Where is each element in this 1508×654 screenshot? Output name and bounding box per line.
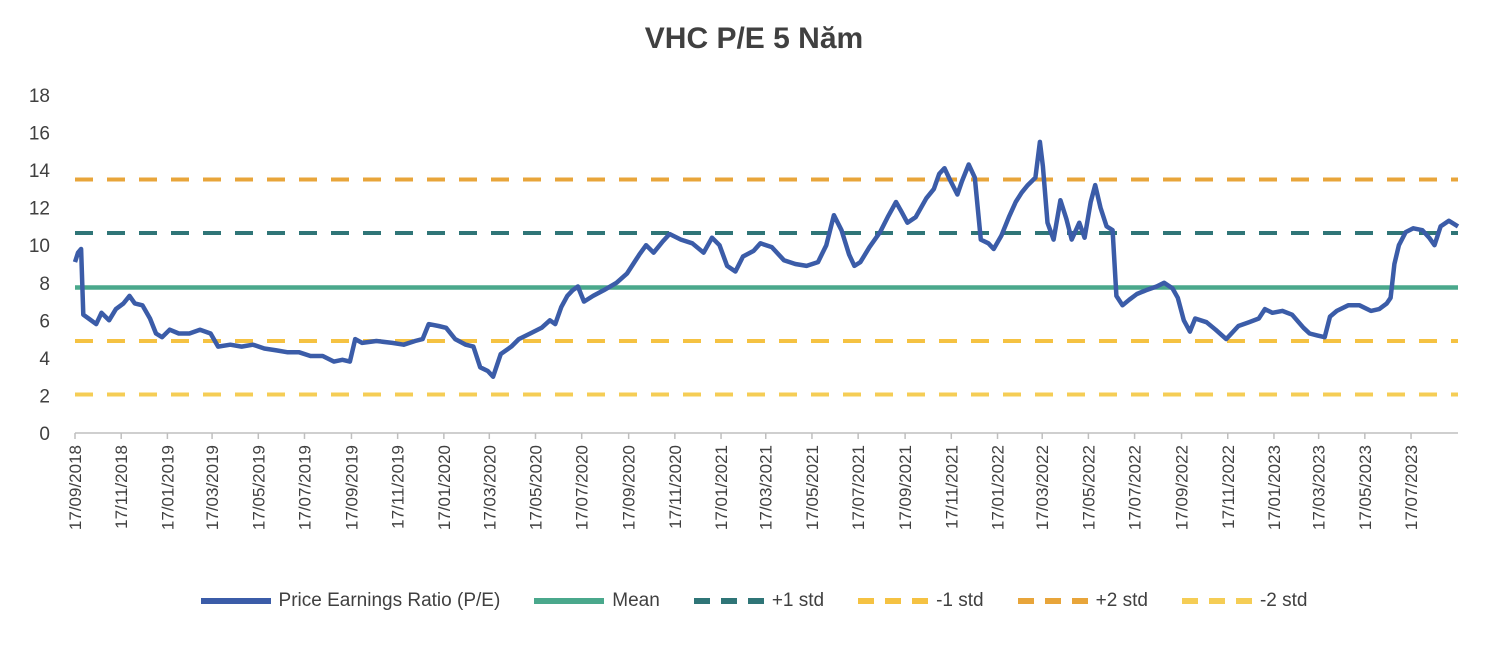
y-tick-label: 16 bbox=[29, 124, 50, 145]
x-axis: 17/09/2018 17/11/2018 17/01/2019 17/03/2019… bbox=[66, 432, 1458, 530]
legend-swatch bbox=[1017, 598, 1088, 604]
x-tick-label: 17/11/2021 bbox=[942, 445, 961, 529]
x-tick-label: 17/03/2022 bbox=[1033, 445, 1052, 530]
legend-label: -1 std bbox=[936, 590, 984, 611]
x-tick-label: 17/07/2020 bbox=[573, 445, 592, 530]
legend-item: Price Earnings Ratio (P/E) bbox=[200, 590, 501, 612]
x-tick-label: 17/07/2021 bbox=[849, 445, 868, 530]
x-tick-label: 17/03/2021 bbox=[757, 445, 776, 530]
x-tick-label: 17/01/2022 bbox=[989, 445, 1008, 530]
x-tick-label: 17/05/2020 bbox=[526, 445, 545, 530]
x-tick-label: 17/09/2019 bbox=[342, 445, 361, 530]
x-tick-label: 17/05/2023 bbox=[1356, 445, 1375, 530]
y-tick-label: 2 bbox=[39, 386, 50, 407]
reference-lines bbox=[75, 177, 1458, 397]
x-tick-label: 17/07/2022 bbox=[1126, 445, 1145, 530]
x-tick-label: 17/11/2020 bbox=[666, 445, 685, 529]
x-tick-label: 17/05/2019 bbox=[249, 445, 268, 530]
x-tick-label: 17/07/2023 bbox=[1402, 445, 1421, 530]
x-tick-label: 17/01/2020 bbox=[435, 445, 454, 530]
y-tick-label: 0 bbox=[39, 424, 50, 445]
legend-label: Price Earnings Ratio (P/E) bbox=[278, 590, 501, 611]
pe-series bbox=[72, 139, 1460, 379]
y-tick-label: 14 bbox=[29, 161, 51, 182]
x-tick-label: 17/09/2021 bbox=[896, 445, 915, 530]
legend-item: -1 std bbox=[858, 590, 984, 612]
x-tick-label: 17/01/2019 bbox=[158, 445, 177, 530]
x-tick-label: 17/11/2019 bbox=[389, 445, 408, 529]
legend-swatch bbox=[693, 598, 764, 604]
y-tick-label: 10 bbox=[29, 236, 50, 257]
legend-item: +1 std bbox=[693, 590, 825, 612]
legend-item: +2 std bbox=[1017, 590, 1148, 612]
pe-series-line bbox=[72, 139, 1460, 379]
legend-swatch bbox=[858, 598, 929, 604]
x-tick-label: 17/01/2023 bbox=[1265, 445, 1284, 530]
y-tick-label: 6 bbox=[39, 311, 50, 332]
y-tick-label: 12 bbox=[29, 199, 50, 220]
x-tick-label: 17/09/2020 bbox=[620, 445, 639, 530]
x-tick-label: 17/09/2018 bbox=[66, 445, 85, 530]
y-tick-label: 18 bbox=[29, 86, 50, 107]
x-tick-label: 17/03/2019 bbox=[203, 445, 222, 530]
legend-label: -2 std bbox=[1259, 590, 1308, 611]
x-tick-label: 17/09/2022 bbox=[1173, 445, 1192, 530]
legend-item: -2 std bbox=[1181, 590, 1308, 612]
legend-label: +2 std bbox=[1095, 590, 1148, 611]
chart-title: VHC P/E 5 Năm bbox=[644, 22, 864, 55]
x-tick-label: 17/07/2019 bbox=[295, 445, 314, 530]
x-tick-label: 17/11/2022 bbox=[1219, 445, 1238, 529]
legend-item: Mean bbox=[534, 590, 660, 612]
x-tick-label: 17/01/2021 bbox=[712, 445, 731, 530]
legend: Price Earnings Ratio (P/E) Mean +1 std -1 s… bbox=[0, 590, 1508, 612]
x-tick-label: 17/05/2021 bbox=[803, 445, 822, 530]
y-tick-label: 4 bbox=[39, 349, 50, 370]
x-tick-label: 17/05/2022 bbox=[1079, 445, 1098, 530]
legend-label: Mean bbox=[612, 590, 660, 611]
x-tick-label: 17/03/2023 bbox=[1310, 445, 1329, 530]
legend-swatch bbox=[534, 598, 605, 604]
legend-swatch bbox=[200, 598, 271, 604]
x-tick-label: 17/11/2018 bbox=[112, 445, 131, 529]
legend-label: +1 std bbox=[771, 590, 825, 611]
y-axis: 0 2 4 6 8 10 12 14 16 18 bbox=[29, 86, 51, 445]
y-tick-label: 8 bbox=[39, 274, 50, 295]
legend-swatch bbox=[1181, 598, 1252, 604]
x-tick-label: 17/03/2020 bbox=[480, 445, 499, 530]
